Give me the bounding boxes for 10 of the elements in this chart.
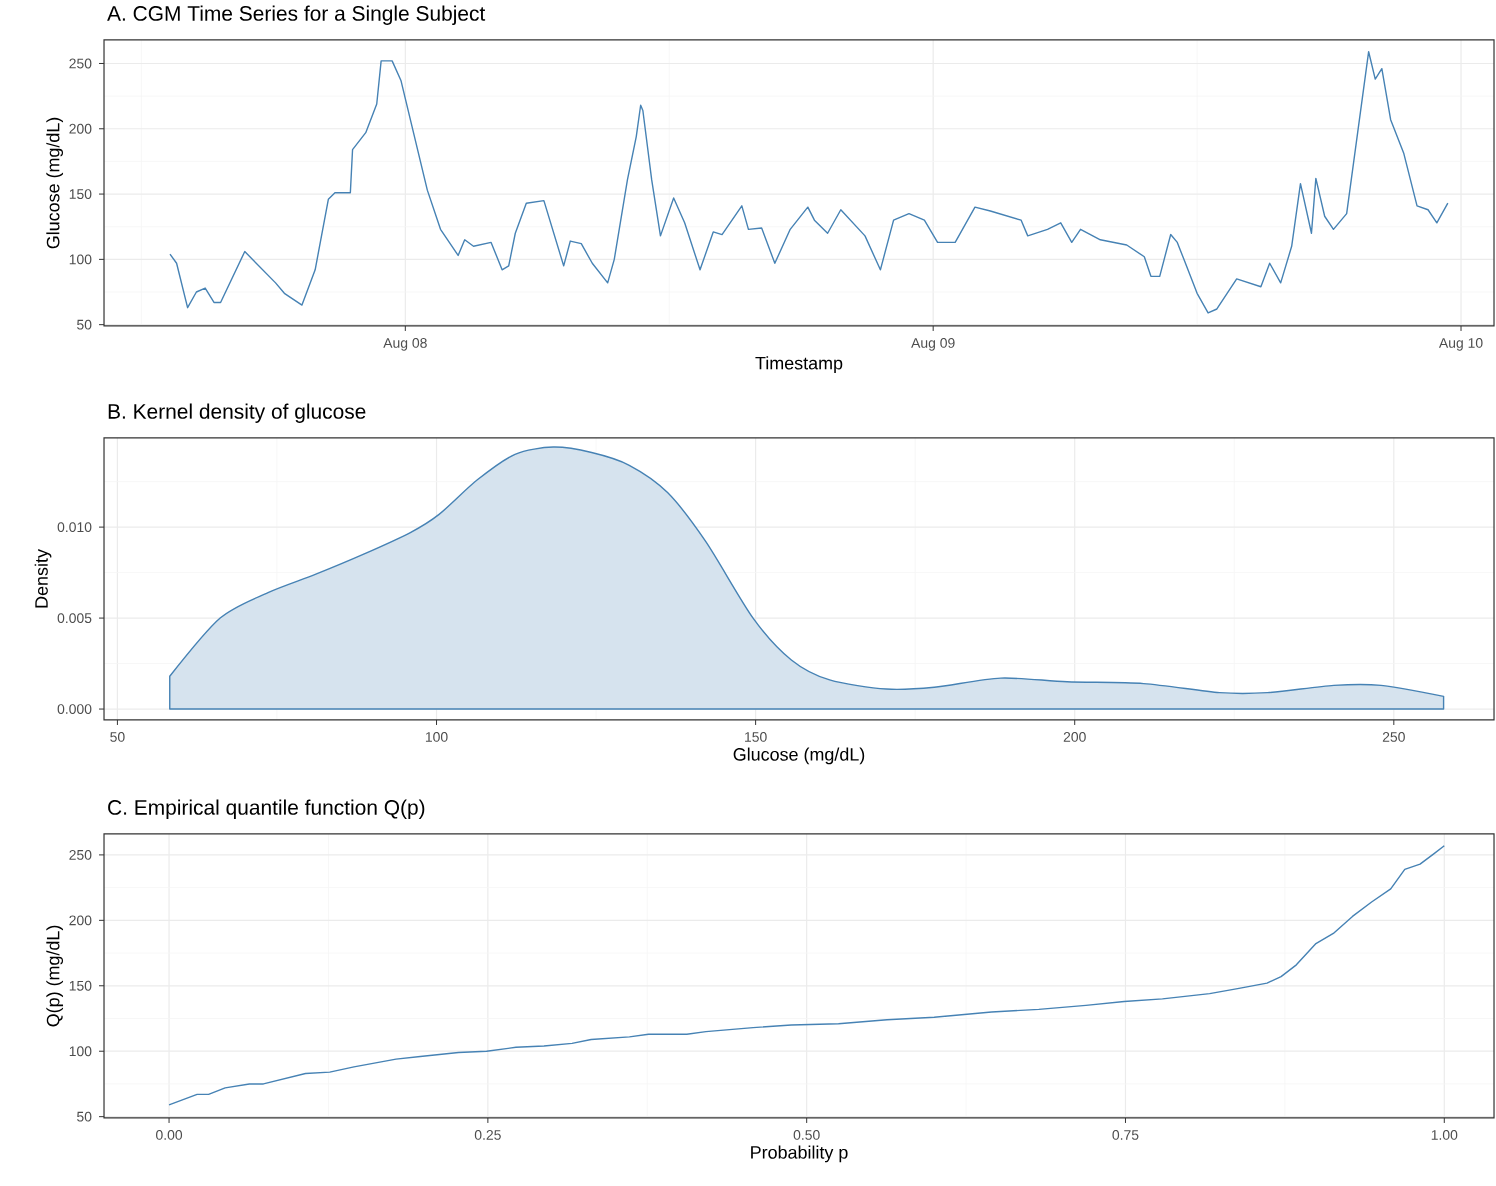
x-axis-title: Timestamp — [755, 356, 843, 374]
x-axis-title: Glucose (mg/dL) — [733, 747, 865, 765]
chart-title: B. Kernel density of glucose — [108, 403, 366, 423]
y-axis-title: Glucose (mg/dL) — [46, 117, 64, 249]
chart-title: C. Empirical quantile function Q(p) — [108, 799, 425, 819]
x-axis-title: Probability p — [751, 1145, 848, 1163]
line-series — [168, 845, 1445, 1106]
chart-title: A. CGM Time Series for a Single Subject — [107, 5, 486, 25]
y-axis-title: Density — [34, 549, 52, 608]
y-axis-title: Q(p) (mg/dL) — [46, 925, 64, 1027]
